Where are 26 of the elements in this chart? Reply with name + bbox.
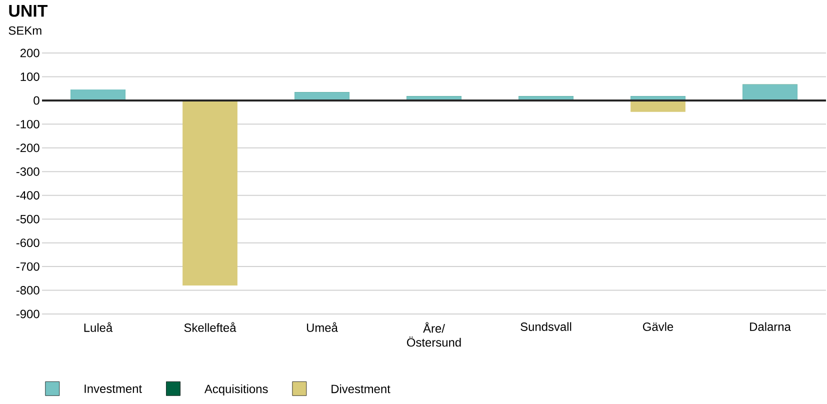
legend-label: Divestment	[332, 384, 390, 394]
x-tick-label: Gävle	[642, 322, 674, 331]
y-tick-label: -900	[16, 310, 40, 318]
bar	[182, 100, 238, 286]
y-tick-label: -700	[16, 262, 40, 271]
x-tick-label: Åre/ Östersund	[406, 322, 461, 347]
legend-label: Acquisitions	[204, 384, 268, 396]
y-tick-label: -300	[16, 167, 40, 176]
y-tick-label: 200	[20, 48, 40, 58]
y-tick-label: -800	[16, 286, 40, 294]
y-tick-label: -200	[16, 144, 40, 152]
y-tick-label: -400	[16, 191, 40, 200]
x-tick-label: Sundsvall	[520, 322, 572, 331]
legend-label: Investment	[84, 384, 142, 393]
x-tick-label: Skellefteå	[184, 322, 236, 332]
y-tick-label: -100	[16, 120, 40, 128]
bar	[630, 100, 686, 112]
x-tick-label: Luleå	[84, 322, 113, 332]
x-tick-label: Umeå	[306, 322, 338, 332]
y-tick-label: -600	[16, 238, 40, 248]
chart-title: UNIT	[9, 4, 48, 17]
y-tick-label: -500	[16, 214, 40, 224]
y-axis-title: SEKm	[8, 26, 42, 35]
x-tick-label: Dalarna	[750, 322, 791, 331]
y-tick-label: 0	[34, 96, 40, 105]
y-tick-label: 100	[20, 72, 40, 81]
